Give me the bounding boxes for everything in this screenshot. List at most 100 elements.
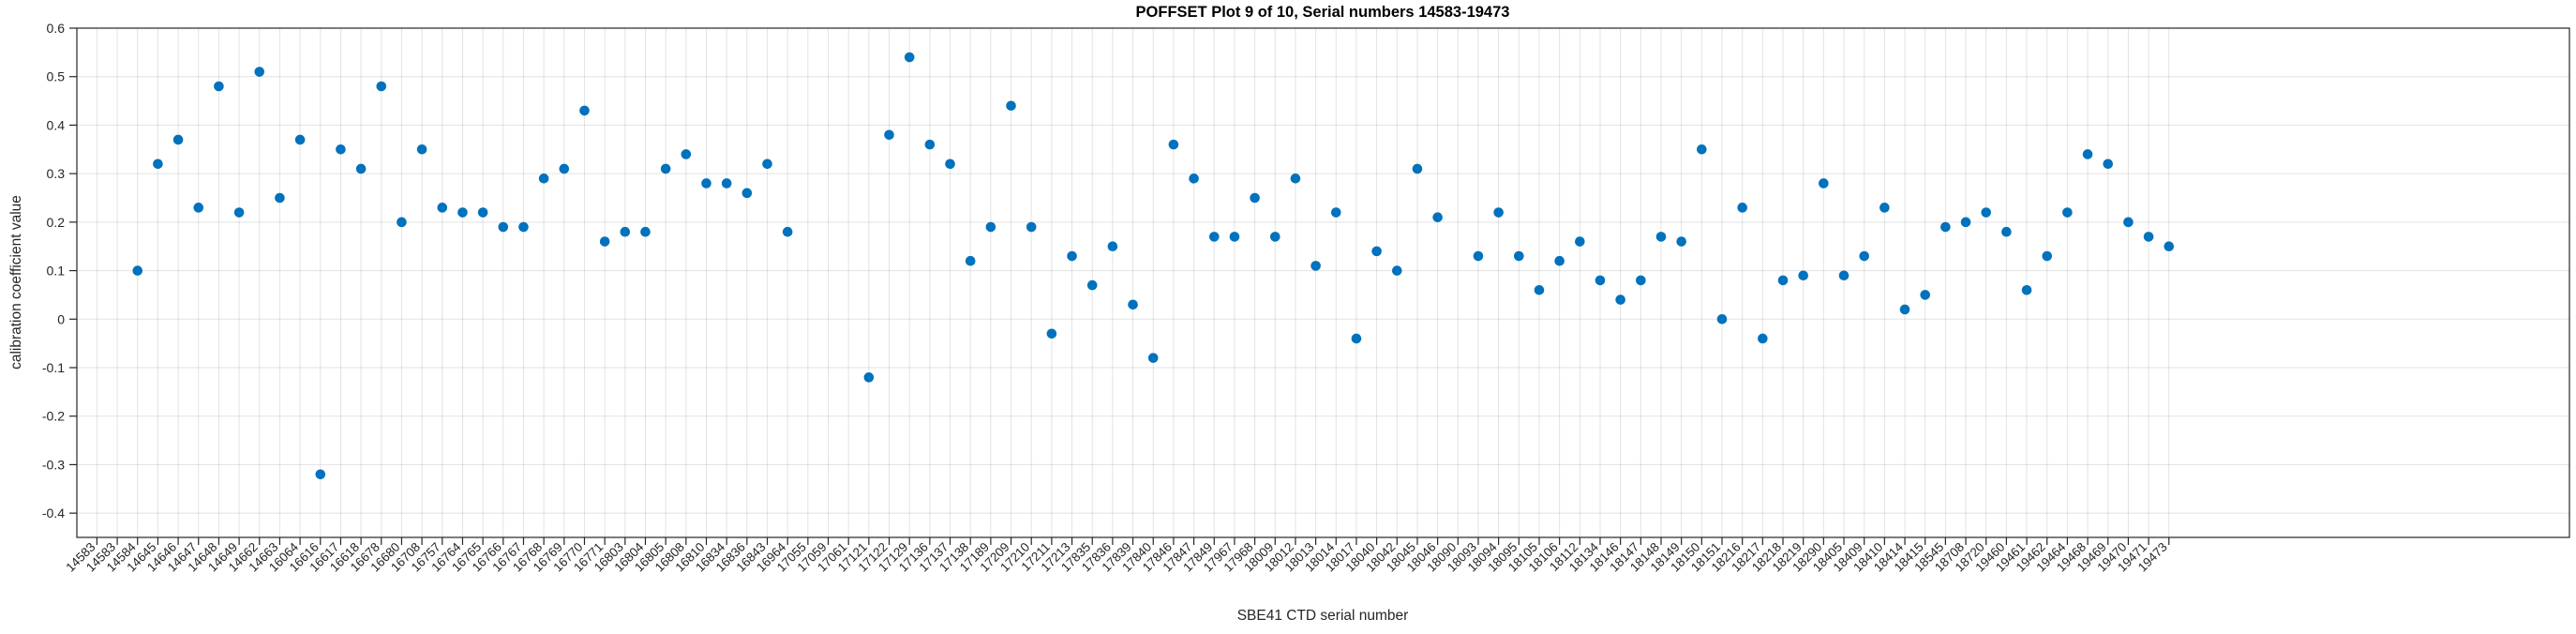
data-point bbox=[153, 158, 163, 170]
data-point bbox=[863, 372, 875, 383]
data-point bbox=[416, 143, 427, 155]
data-point bbox=[336, 143, 346, 155]
y-tick-label: -0.1 bbox=[42, 360, 65, 375]
data-point bbox=[721, 178, 732, 189]
y-tick-label: 0.2 bbox=[47, 215, 66, 230]
data-point bbox=[132, 265, 143, 276]
data-point bbox=[2021, 284, 2032, 295]
data-point bbox=[2143, 232, 2154, 242]
data-point bbox=[701, 178, 711, 189]
data-point bbox=[2042, 250, 2053, 262]
data-point bbox=[985, 221, 996, 233]
data-point bbox=[437, 203, 448, 213]
data-point bbox=[1636, 275, 1646, 286]
data-point bbox=[965, 255, 976, 266]
data-point bbox=[1412, 163, 1423, 174]
data-point bbox=[1330, 207, 1341, 218]
y-tick-label: -0.4 bbox=[42, 506, 65, 521]
data-point bbox=[172, 134, 184, 145]
data-point bbox=[620, 226, 631, 237]
data-point bbox=[1655, 232, 1667, 242]
data-point bbox=[1514, 250, 1524, 262]
data-point bbox=[599, 236, 610, 247]
data-point bbox=[1391, 265, 1402, 276]
data-point bbox=[1777, 275, 1789, 286]
data-point bbox=[538, 174, 549, 184]
data-point bbox=[1046, 328, 1057, 340]
data-point bbox=[762, 158, 772, 170]
data-point bbox=[1310, 261, 1321, 271]
data-point bbox=[1676, 236, 1686, 247]
data-point bbox=[1859, 250, 1869, 262]
data-point bbox=[1269, 232, 1281, 242]
data-point bbox=[1940, 221, 1951, 233]
data-point bbox=[660, 163, 671, 174]
data-point bbox=[2164, 241, 2175, 252]
data-point bbox=[681, 149, 692, 159]
data-point bbox=[2001, 226, 2012, 237]
data-point bbox=[741, 188, 753, 199]
data-point bbox=[1798, 270, 1808, 281]
data-point bbox=[2123, 217, 2134, 228]
data-point bbox=[254, 67, 265, 77]
data-point bbox=[782, 226, 793, 237]
data-point bbox=[884, 129, 894, 141]
data-point bbox=[1086, 279, 1098, 291]
data-point bbox=[1208, 232, 1220, 242]
data-point bbox=[559, 163, 570, 174]
data-point bbox=[1229, 232, 1240, 242]
data-point bbox=[294, 134, 306, 145]
data-point bbox=[1716, 313, 1728, 325]
data-point bbox=[397, 217, 407, 228]
data-point bbox=[1371, 246, 1382, 257]
data-point bbox=[1920, 290, 1930, 300]
data-point bbox=[1838, 270, 1850, 281]
data-point bbox=[518, 221, 529, 233]
data-point bbox=[1147, 353, 1159, 363]
data-point bbox=[214, 81, 224, 92]
data-point bbox=[498, 221, 509, 233]
data-point bbox=[1575, 236, 1585, 247]
data-point bbox=[233, 207, 245, 218]
data-point bbox=[1351, 333, 1362, 344]
data-point bbox=[1615, 294, 1625, 305]
x-axis-label: SBE41 CTD serial number bbox=[1236, 608, 1409, 624]
data-point bbox=[376, 81, 387, 92]
data-point bbox=[1697, 143, 1707, 155]
data-point bbox=[355, 163, 367, 174]
data-point bbox=[2062, 207, 2073, 218]
data-point bbox=[1290, 174, 1301, 184]
data-point bbox=[2082, 149, 2093, 159]
data-point bbox=[457, 207, 468, 218]
data-point bbox=[1981, 207, 1992, 218]
data-point bbox=[1595, 275, 1606, 286]
y-tick-label: 0.4 bbox=[47, 117, 66, 132]
data-point bbox=[1473, 250, 1484, 262]
data-point bbox=[1737, 203, 1747, 213]
data-point bbox=[193, 203, 204, 213]
data-point bbox=[1432, 212, 1443, 222]
y-tick-label: 0 bbox=[57, 311, 65, 326]
data-point bbox=[275, 192, 285, 204]
y-tick-label: 0.3 bbox=[47, 166, 66, 181]
data-point bbox=[579, 105, 590, 116]
data-point bbox=[1006, 100, 1016, 112]
data-point bbox=[1128, 299, 1138, 310]
axes-box bbox=[76, 27, 2570, 538]
data-point bbox=[1189, 174, 1199, 184]
data-point bbox=[924, 139, 936, 150]
data-point bbox=[1554, 255, 1565, 266]
data-point bbox=[1067, 250, 1077, 262]
data-point bbox=[1168, 139, 1179, 150]
data-point bbox=[1534, 284, 1545, 295]
data-point bbox=[945, 158, 955, 170]
data-point bbox=[640, 226, 651, 237]
y-tick-label: -0.2 bbox=[42, 409, 65, 424]
data-point bbox=[1758, 333, 1768, 344]
data-point bbox=[1250, 192, 1260, 204]
data-point bbox=[1026, 221, 1037, 233]
data-point bbox=[2103, 158, 2114, 170]
chart-title: POFFSET Plot 9 of 10, Serial numbers 145… bbox=[1135, 4, 1510, 21]
